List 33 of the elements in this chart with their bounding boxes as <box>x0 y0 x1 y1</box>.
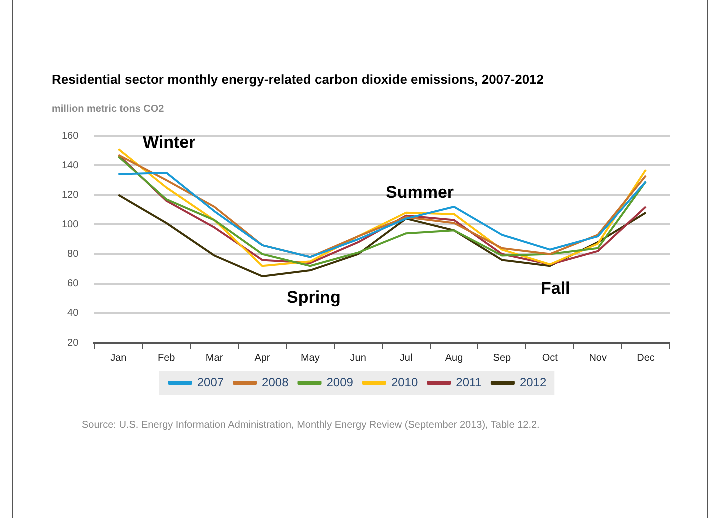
legend-label: 2011 <box>456 375 482 390</box>
legend-label: 2009 <box>326 375 354 390</box>
annotation: Fall <box>541 279 570 299</box>
y-tick-label: 20 <box>68 338 80 349</box>
legend-label: 2007 <box>197 375 224 390</box>
x-tick-label: Oct <box>542 352 558 364</box>
x-tick-label: Nov <box>589 352 607 364</box>
y-tick-label: 60 <box>68 278 80 290</box>
chart-title: Residential sector monthly energy-related carbon dioxide emissions, 2007-2012 <box>52 72 544 87</box>
x-tick-label: May <box>300 352 320 364</box>
legend-label: 2010 <box>391 375 418 390</box>
x-tick-label: Jul <box>400 352 413 364</box>
annotation: Summer <box>386 183 454 203</box>
y-axis-title: million metric tons CO2 <box>52 104 164 115</box>
annotation: Winter <box>143 133 196 153</box>
x-tick-label: Apr <box>254 352 271 364</box>
y-tick-label: 140 <box>62 160 80 172</box>
x-tick-label: Jun <box>350 352 366 364</box>
x-tick-label: Aug <box>445 352 464 364</box>
x-tick-label: Sep <box>493 352 512 364</box>
x-tick-label: Dec <box>637 352 655 364</box>
source-note: Source: U.S. Energy Information Administration, Monthly Energy Review (September 2013), Table 12.2. <box>82 420 540 431</box>
y-tick-label: 120 <box>62 190 80 201</box>
y-tick-label: 80 <box>68 249 80 260</box>
annotation: Spring <box>287 288 341 308</box>
x-tick-label: Jan <box>110 352 127 364</box>
legend-label: 2012 <box>520 375 547 390</box>
y-tick-label: 40 <box>68 308 80 320</box>
x-tick-label: Mar <box>206 352 224 364</box>
y-tick-label: 160 <box>62 130 80 142</box>
legend-label: 2008 <box>262 375 290 390</box>
x-tick-label: Feb <box>158 352 176 364</box>
y-tick-label: 100 <box>62 219 80 230</box>
